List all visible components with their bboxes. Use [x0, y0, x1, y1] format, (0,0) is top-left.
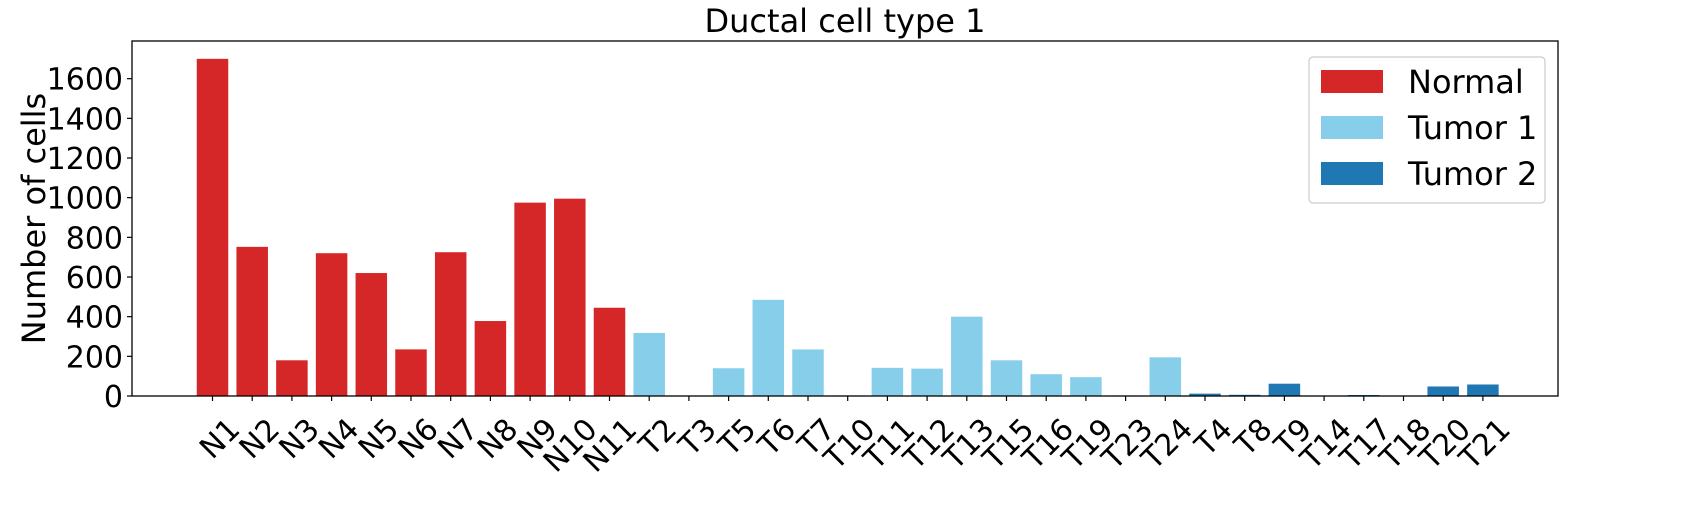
bar-t4 [1189, 393, 1221, 396]
bar-t6 [752, 299, 785, 396]
y-tick-label: 600 [66, 261, 123, 296]
bar-n1 [196, 58, 229, 397]
bar-t13 [951, 316, 983, 396]
legend-label: Tumor 2 [1407, 155, 1537, 193]
y-tick-label: 200 [66, 340, 123, 375]
bar-t21 [1467, 384, 1499, 396]
bar-n8 [474, 321, 507, 396]
legend: Normal Tumor 1 Tumor 2 [1308, 56, 1546, 204]
bars-layer [196, 58, 1499, 397]
chart-title: Ductal cell type 1 [705, 2, 986, 40]
bar-t16 [1030, 374, 1062, 396]
bar-t11 [871, 367, 904, 396]
y-tick-label: 1200 [47, 142, 123, 177]
y-tick-label: 400 [66, 301, 123, 336]
bar-n5 [355, 273, 388, 396]
bar-n7 [434, 252, 467, 396]
legend-label: Tumor 1 [1407, 109, 1537, 147]
bar-t24 [1149, 357, 1182, 396]
y-tick-label: 1600 [47, 63, 123, 98]
bar-n3 [276, 360, 308, 396]
y-tick-label: 800 [66, 221, 123, 256]
bar-n2 [236, 246, 268, 396]
bar-t2 [633, 332, 665, 396]
bar-n11 [593, 307, 626, 396]
legend-swatch-tumor-2 [1321, 162, 1383, 185]
legend-label: Normal [1408, 63, 1524, 101]
x-axis-ticks: N1N2N3N4N5N6N7N8N9N10N11T2T3T5T6T7T10T11… [193, 396, 1518, 480]
legend-swatch-normal [1321, 70, 1383, 93]
y-tick-label: 0 [104, 380, 123, 415]
bar-t7 [792, 349, 824, 396]
bar-t15 [990, 360, 1023, 396]
y-axis-title: Number of cells [15, 93, 53, 344]
y-tick-label: 1400 [47, 102, 123, 137]
legend-swatch-tumor-1 [1321, 116, 1383, 139]
y-tick-label: 1000 [47, 182, 123, 217]
bar-t9 [1268, 383, 1301, 396]
bar-n10 [554, 198, 586, 396]
bar-n4 [315, 253, 348, 396]
bar-t20 [1427, 386, 1459, 396]
bar-t5 [712, 368, 745, 396]
bar-t19 [1070, 377, 1102, 396]
bar-n9 [514, 202, 546, 396]
bar-t12 [911, 368, 943, 396]
bar-n6 [395, 349, 427, 396]
y-axis-ticks: 0 200 400 600 800 1000 1200 1400 1600 [47, 63, 132, 415]
plot-frame [131, 40, 1559, 397]
